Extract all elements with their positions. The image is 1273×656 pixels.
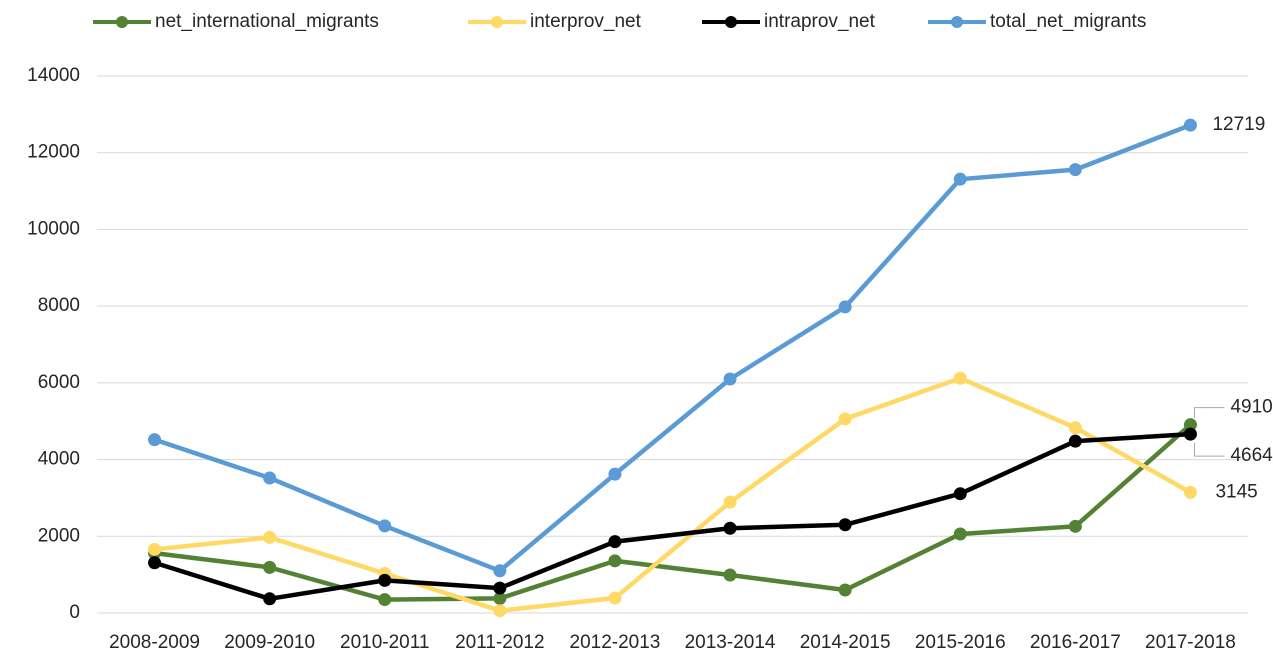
x-tick-label: 2015-2016: [915, 632, 1006, 653]
data-point: [1068, 434, 1082, 448]
legend-marker: [951, 16, 963, 28]
data-point: [263, 471, 277, 485]
data-point: [1068, 421, 1082, 435]
data-point: [723, 568, 737, 582]
x-tick-label: 2008-2009: [109, 632, 200, 653]
data-point: [1183, 118, 1197, 132]
data-point: [493, 581, 507, 595]
data-point: [378, 519, 392, 533]
data-point: [263, 592, 277, 606]
leader-line: [1193, 407, 1225, 418]
legend-marker: [725, 16, 737, 28]
x-tick-label: 2009-2010: [224, 632, 315, 653]
y-tick-label: 0: [69, 602, 80, 623]
data-point: [1183, 485, 1197, 499]
data-label: 3145: [1215, 481, 1257, 502]
x-tick-label: 2014-2015: [800, 632, 891, 653]
x-tick-label: 2012-2013: [570, 632, 661, 653]
data-point: [608, 535, 622, 549]
data-point: [263, 530, 277, 544]
legend-marker: [116, 16, 128, 28]
data-label: 4910: [1230, 397, 1272, 418]
data-point: [1183, 427, 1197, 441]
data-point: [838, 412, 852, 426]
data-point: [378, 573, 392, 587]
data-point: [953, 527, 967, 541]
data-point: [148, 556, 162, 570]
series-line: [154, 422, 1192, 602]
y-tick-label: 12000: [27, 142, 80, 163]
y-tick-label: 4000: [38, 449, 80, 470]
data-point: [723, 521, 737, 535]
legend-label: total_net_migrants: [990, 11, 1146, 32]
legend-marker: [491, 16, 503, 28]
x-tick-label: 2017-2018: [1145, 632, 1236, 653]
legend-label: interprov_net: [530, 11, 642, 32]
data-point: [953, 487, 967, 501]
data-point: [838, 300, 852, 314]
data-point: [953, 371, 967, 385]
x-tick-label: 2016-2017: [1030, 632, 1121, 653]
series-line: [153, 431, 1191, 602]
y-tick-label: 14000: [27, 65, 80, 86]
data-point: [148, 542, 162, 556]
y-tick-label: 2000: [38, 525, 80, 546]
data-point: [608, 467, 622, 481]
data-point: [378, 593, 392, 607]
series-line: [153, 123, 1192, 574]
data-point: [493, 604, 507, 618]
data-label: 4664: [1230, 445, 1273, 466]
x-tick-label: 2010-2011: [340, 632, 429, 653]
data-label: 12719: [1212, 114, 1265, 135]
data-point: [953, 172, 967, 186]
legend-label: net_international_migrants: [155, 11, 379, 32]
data-point: [1068, 519, 1082, 533]
series-line: [154, 376, 1192, 613]
data-point: [608, 554, 622, 568]
y-tick-label: 10000: [27, 218, 80, 239]
y-tick-label: 8000: [38, 295, 80, 316]
data-point: [1183, 418, 1197, 432]
y-tick-label: 6000: [38, 372, 80, 393]
data-point: [838, 583, 852, 597]
data-point: [838, 518, 852, 532]
data-point: [493, 591, 507, 605]
data-point: [493, 564, 507, 578]
data-point: [148, 433, 162, 447]
data-point: [1068, 163, 1082, 177]
data-point: [263, 560, 277, 574]
legend-label: intraprov_net: [764, 11, 876, 32]
data-point: [608, 591, 622, 605]
data-point: [723, 372, 737, 386]
x-tick-label: 2011-2012: [455, 632, 544, 653]
leader-line: [1193, 442, 1225, 457]
x-tick-label: 2013-2014: [685, 632, 776, 653]
data-point: [723, 495, 737, 509]
